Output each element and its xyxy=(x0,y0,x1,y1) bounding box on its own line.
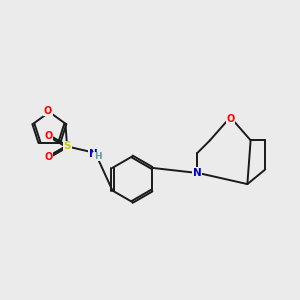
Text: O: O xyxy=(226,114,235,124)
Text: O: O xyxy=(44,152,53,162)
Text: O: O xyxy=(44,106,52,116)
Text: N: N xyxy=(88,149,98,159)
Text: N: N xyxy=(193,168,201,178)
Text: O: O xyxy=(44,131,53,141)
Text: S: S xyxy=(63,141,71,152)
Text: H: H xyxy=(94,152,101,161)
